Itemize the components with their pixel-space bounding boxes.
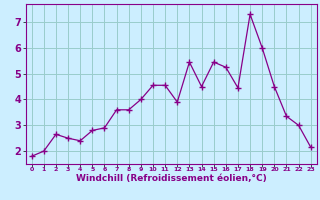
X-axis label: Windchill (Refroidissement éolien,°C): Windchill (Refroidissement éolien,°C) bbox=[76, 174, 267, 183]
